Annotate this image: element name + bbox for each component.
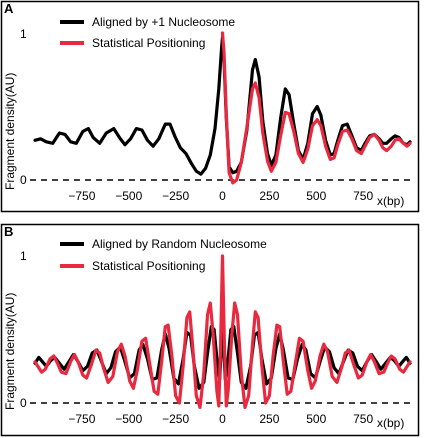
panel-a-legend: Aligned by +1 Nucleosome Statistical Pos… [60,15,235,50]
panel-b-xtick-label: 500 [306,412,326,426]
panel-b-xtick-label: −250 [162,412,189,426]
panel-b: B Aligned by Random Nucleosome Statistic… [0,223,420,437]
panel-b-xticks: −750 −500 −250 0 250 500 750 [68,412,373,426]
panel-b-ylabel: Fragment density(AU) [3,293,17,410]
legend-a-label-1: Aligned by +1 Nucleosome [92,15,235,29]
panel-b-series [33,254,412,409]
panel-b-xtick-label: 750 [353,412,373,426]
panel-a-ytick-0: 0 [20,173,27,187]
panel-a-series-red-line [220,31,412,185]
panel-a-frame [0,0,420,213]
legend-b-label-2: Statistical Positioning [92,259,205,273]
panel-a-xtick-label: −750 [68,189,95,203]
panel-b-xtick-label: −500 [115,412,142,426]
panel-a-ylabel: Fragment density(AU) [3,73,17,190]
panel-a-xunit: x(bp) [377,194,404,208]
panel-a-series [33,31,412,185]
panel-a-xtick-label: 250 [259,189,279,203]
panel-a-ytick-1: 1 [20,27,27,41]
panel-b-ytick-0: 0 [20,396,27,410]
panel-a-xticks: −750 −500 −250 0 250 500 750 [68,189,373,203]
panel-a-xtick-label: −250 [162,189,189,203]
panel-a: A Aligned by +1 Nucleosome Statistical P… [0,0,420,213]
panel-b-xunit: x(bp) [377,416,404,430]
panel-b-xtick-label: 250 [259,412,279,426]
panel-a-xtick-label: 750 [353,189,373,203]
panel-b-letter: B [4,224,13,239]
panel-a-series-black-line [33,35,412,176]
panel-a-xtick-label: 500 [306,189,326,203]
panel-a-letter: A [4,1,14,16]
panel-a-xtick-label: 0 [219,189,226,203]
panel-b-series-red-line [33,254,412,409]
legend-a-label-2: Statistical Positioning [92,36,205,50]
legend-b-label-1: Aligned by Random Nucleosome [92,237,267,251]
panel-b-xtick-label: 0 [219,412,226,426]
panel-b-ytick-1: 1 [20,249,27,263]
panel-b-legend: Aligned by Random Nucleosome Statistical… [60,237,267,273]
panel-a-xtick-label: −500 [115,189,142,203]
panel-b-xtick-label: −750 [68,412,95,426]
panel-b-frame [0,223,420,437]
